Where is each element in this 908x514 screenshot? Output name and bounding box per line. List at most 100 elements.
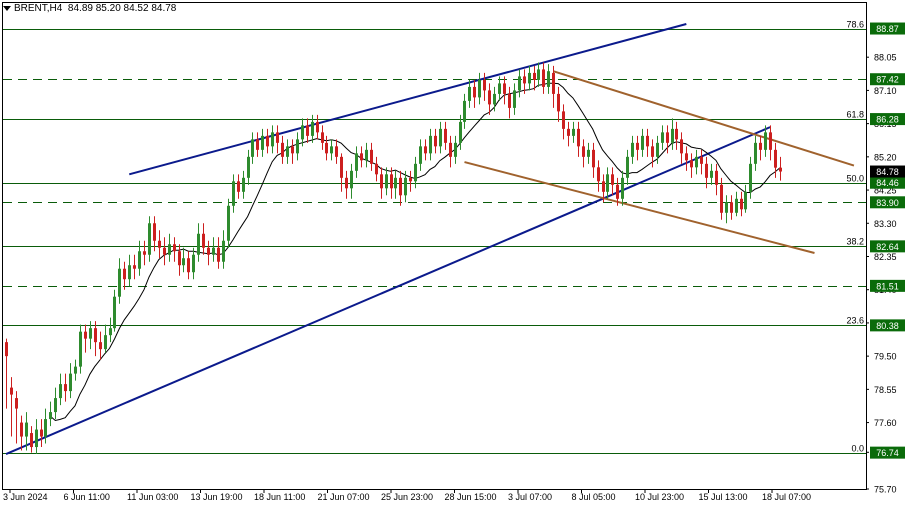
candle: [661, 125, 664, 150]
candle: [582, 139, 585, 168]
candle: [301, 118, 304, 147]
candle-body: [49, 412, 52, 420]
candle-body: [276, 132, 279, 143]
candle-body: [626, 156, 629, 178]
candle-body: [720, 184, 723, 213]
candle-body: [217, 247, 220, 262]
candle: [385, 167, 388, 196]
candle-body: [286, 146, 289, 157]
candle: [54, 387, 57, 420]
current-price-tag-text: 84.78: [876, 167, 899, 177]
candle: [473, 79, 476, 108]
candle: [424, 139, 427, 161]
candle: [345, 170, 348, 199]
candle-body: [79, 331, 82, 367]
candle-body: [281, 142, 284, 157]
fib-price-tag-text: 88.87: [876, 24, 899, 34]
trendline-upper-blue: [128, 23, 687, 176]
candle: [478, 72, 481, 105]
candle-body: [44, 419, 47, 437]
candle: [251, 132, 254, 164]
fib-ratio-label: 23.6: [846, 316, 864, 326]
candle-body: [567, 128, 570, 136]
candle: [552, 65, 555, 108]
candle-body: [744, 191, 747, 210]
candle: [429, 128, 432, 161]
candle-body: [197, 233, 200, 255]
fib-price-tag-text: 84.46: [876, 178, 899, 188]
candle: [779, 156, 782, 181]
time-tick-label: 15 Jul 13:00: [699, 492, 748, 502]
candle: [754, 135, 757, 171]
candle-body: [301, 125, 304, 140]
candle-body: [251, 139, 254, 157]
candle: [749, 156, 752, 199]
candle-body: [631, 142, 634, 157]
candle-body: [429, 135, 432, 154]
fib-price-tag: 88.87: [870, 22, 905, 35]
candle: [173, 237, 176, 262]
candle: [335, 139, 338, 164]
candle: [202, 223, 205, 255]
candle: [113, 289, 116, 332]
candle: [675, 121, 678, 150]
candle-body: [173, 244, 176, 252]
candle: [626, 149, 629, 185]
price-tick-label: 84.25: [874, 186, 897, 196]
price-tick-label: 87.10: [874, 86, 897, 96]
candle: [656, 135, 659, 164]
candle-body: [182, 258, 185, 266]
candle-body: [187, 258, 190, 273]
price-tick-label: 83.30: [874, 219, 897, 229]
candle-body: [513, 90, 516, 108]
candle: [419, 139, 422, 171]
candle-body: [473, 86, 476, 98]
candle: [597, 160, 600, 192]
time-tick-label: 11 Jun 03:00: [127, 492, 178, 502]
candle: [611, 167, 614, 196]
candle-body: [345, 177, 348, 189]
candle-body: [335, 146, 338, 157]
candle-body: [557, 93, 560, 112]
candle-body: [163, 247, 166, 255]
price-tick-label: 75.70: [874, 485, 897, 495]
candle-body: [261, 135, 264, 150]
candle: [247, 149, 250, 185]
fib-ratio-label: 0.0: [851, 444, 864, 454]
candle-body: [109, 328, 112, 336]
candle: [695, 149, 698, 175]
candle-body: [523, 76, 526, 84]
candle-body: [602, 181, 605, 192]
candle-body: [266, 135, 269, 147]
candle: [735, 191, 738, 217]
candle: [182, 247, 185, 273]
candle-body: [399, 177, 402, 196]
candle-body: [685, 153, 688, 161]
candle-body: [656, 142, 659, 157]
candle-body: [404, 177, 407, 196]
candle-body: [94, 328, 97, 343]
candle: [212, 237, 215, 262]
candle: [587, 142, 590, 164]
candle: [360, 146, 363, 168]
candle-body: [84, 331, 87, 339]
time-tick-label: 18 Jul 07:00: [762, 492, 811, 502]
candle: [187, 251, 190, 280]
candle: [25, 412, 28, 451]
candle-body: [20, 422, 23, 437]
candle: [192, 247, 195, 280]
candle-body: [592, 149, 595, 168]
candle: [508, 86, 511, 119]
fib-price-tag-text: 81.51: [876, 281, 899, 291]
candle: [631, 135, 634, 164]
collapse-triangle-icon[interactable]: [3, 5, 11, 11]
candle: [217, 237, 220, 269]
candle-body: [128, 265, 131, 280]
candle: [602, 174, 605, 203]
candle: [503, 76, 506, 105]
candle-body: [636, 142, 639, 150]
candle: [567, 121, 570, 147]
candle: [15, 391, 18, 444]
